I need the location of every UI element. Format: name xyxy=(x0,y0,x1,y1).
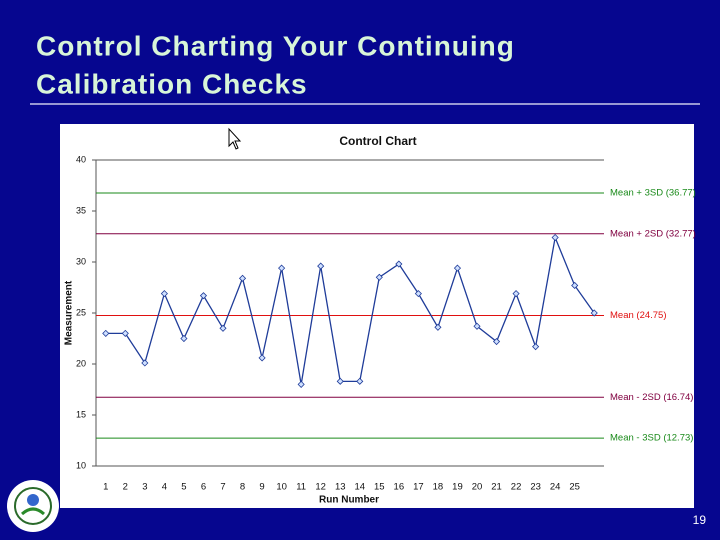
point xyxy=(453,264,462,272)
x-tick-label: 15 xyxy=(374,482,385,493)
point xyxy=(434,323,442,331)
point xyxy=(180,334,188,343)
point xyxy=(317,262,325,270)
x-tick-label: 2 xyxy=(123,482,128,493)
y-tick-label: 20 xyxy=(76,358,86,368)
y-tick-label: 25 xyxy=(76,307,86,317)
x-tick-label: 19 xyxy=(452,482,463,493)
x-tick-label: 12 xyxy=(315,482,326,493)
x-tick-label: 17 xyxy=(413,482,424,493)
x-tick-label: 11 xyxy=(296,482,306,493)
point xyxy=(219,324,227,332)
page-number: 19 xyxy=(693,513,707,527)
x-tick-label: 16 xyxy=(394,482,405,493)
y-tick-label: 35 xyxy=(76,205,86,215)
point xyxy=(102,329,110,337)
x-tick-label: 21 xyxy=(491,482,502,493)
point xyxy=(160,290,168,298)
reference-label: Mean + 2SD (32.77) xyxy=(610,228,696,239)
slide-title: Control Charting Your Continuing xyxy=(36,30,515,61)
point xyxy=(258,354,266,362)
reference-label: Mean - 3SD (12.73) xyxy=(610,433,693,444)
x-tick-label: 24 xyxy=(550,482,561,493)
y-axis-label: Measurement xyxy=(64,280,75,345)
x-tick-label: 4 xyxy=(162,482,167,493)
point xyxy=(375,273,383,281)
reference-label: Mean (24.75) xyxy=(610,310,667,321)
y-tick-label: 15 xyxy=(76,409,86,419)
reference-label: Mean + 3SD (36.77) xyxy=(610,187,696,198)
x-tick-label: 18 xyxy=(433,482,444,493)
x-tick-label: 9 xyxy=(259,482,264,493)
point xyxy=(590,309,598,317)
point xyxy=(492,337,501,346)
slide-title: Calibration Checks xyxy=(36,68,308,99)
x-tick-label: 22 xyxy=(511,482,522,493)
point xyxy=(414,290,422,298)
x-tick-label: 10 xyxy=(276,482,287,493)
x-tick-label: 8 xyxy=(240,482,245,493)
y-tick-label: 10 xyxy=(76,460,86,470)
x-tick-label: 7 xyxy=(220,482,225,493)
reference-label: Mean - 2SD (16.74) xyxy=(610,392,693,403)
y-tick-label: 40 xyxy=(76,154,86,164)
series-line xyxy=(105,235,595,385)
x-tick-label: 23 xyxy=(530,482,541,493)
x-tick-label: 20 xyxy=(472,482,483,493)
point xyxy=(551,233,559,242)
chart-title: Control Chart xyxy=(339,134,416,148)
x-tick-label: 25 xyxy=(569,482,580,493)
x-tick-label: 14 xyxy=(354,482,365,493)
point xyxy=(395,260,403,268)
point xyxy=(278,264,286,272)
point xyxy=(238,274,247,282)
point xyxy=(141,359,149,367)
point xyxy=(336,377,344,385)
x-tick-label: 13 xyxy=(335,482,346,493)
point xyxy=(297,380,305,388)
point xyxy=(199,292,208,300)
point xyxy=(532,343,540,351)
point xyxy=(512,290,520,298)
point xyxy=(571,281,579,290)
point xyxy=(121,329,129,337)
cursor xyxy=(228,127,242,150)
x-tick-label: 5 xyxy=(181,482,186,493)
x-axis-label: Run Number xyxy=(319,495,379,506)
x-tick-label: 1 xyxy=(103,482,108,493)
point xyxy=(356,377,364,385)
point xyxy=(473,322,481,330)
x-tick-label: 6 xyxy=(201,482,206,493)
y-tick-label: 30 xyxy=(76,256,86,266)
logo xyxy=(7,480,59,532)
x-tick-label: 3 xyxy=(142,482,147,493)
